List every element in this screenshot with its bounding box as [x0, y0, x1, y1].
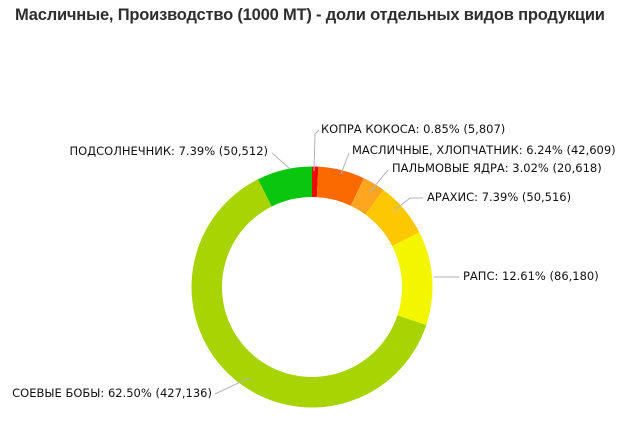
slice-label-3: ПАЛЬМОВЫЕ ЯДРА: 3.02% (20,618) — [392, 161, 602, 175]
donut-slice-2[interactable] — [316, 166, 364, 206]
donut-slice-5[interactable] — [392, 232, 433, 326]
leader-line-2 — [340, 152, 350, 175]
chart-title: Масличные, Производство (1000 MT) - доли… — [15, 6, 605, 24]
leader-line-3 — [368, 169, 389, 194]
slice-label-4: АРАХИС: 7.39% (50,516) — [427, 190, 572, 204]
slice-label-1: КОПРА КОКОСА: 0.85% (5,807) — [321, 122, 506, 136]
leader-line-4 — [394, 197, 423, 211]
donut-slice-1[interactable] — [312, 166, 319, 198]
leader-line-1 — [313, 129, 320, 172]
donut-slice-7[interactable] — [258, 166, 312, 207]
slice-label-2: МАСЛИЧНЫЕ, ХЛОПЧАТНИК: 6.24% (42,609) — [352, 143, 616, 157]
donut-slice-3[interactable] — [350, 178, 384, 215]
donut-slice-4[interactable] — [365, 190, 420, 247]
slice-label-6: СОЕВЫЕ БОБЫ: 62.50% (427,136) — [12, 386, 212, 400]
slice-label-5: РАПС: 12.61% (86,180) — [463, 269, 599, 283]
leader-lines — [214, 129, 459, 395]
donut-slices — [191, 166, 433, 408]
slice-label-7: ПОДСОЛНЕЧНИК: 7.39% (50,512) — [69, 144, 268, 158]
leader-line-7 — [271, 152, 291, 170]
leader-line-6 — [214, 377, 250, 395]
